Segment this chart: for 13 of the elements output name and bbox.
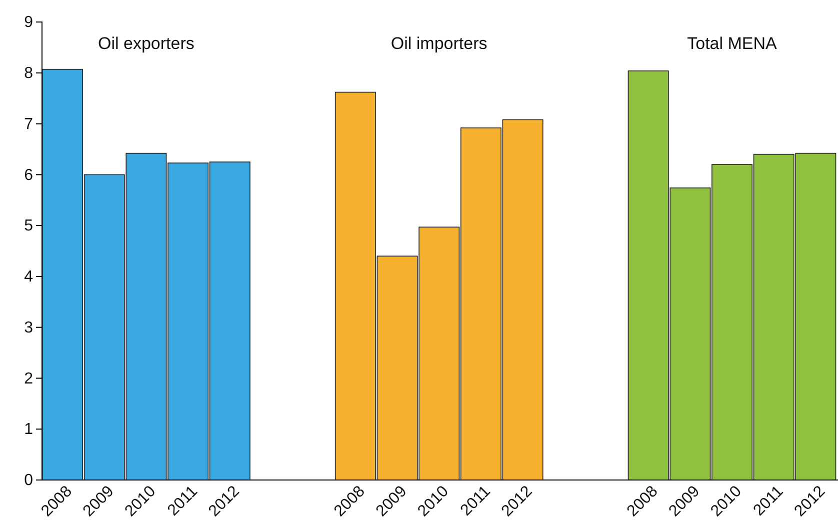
y-tick-label: 1 [24, 421, 34, 438]
y-tick-label: 7 [24, 116, 34, 133]
text: Oil importers [390, 34, 488, 53]
y-tick-label: 5 [24, 218, 34, 235]
y-tick-label: 9 [24, 14, 34, 32]
y-tick-label: 6 [24, 166, 34, 184]
y-tick-label: 4 [24, 268, 34, 286]
y-tick-label: 8 [24, 65, 34, 82]
y-tick-label: 3 [24, 319, 34, 336]
series-label: Total MENA [687, 34, 778, 53]
series-label: Oil exporters [98, 34, 194, 53]
y-tick-label: 0 [24, 472, 34, 490]
y-tick-label: 2 [24, 370, 34, 388]
